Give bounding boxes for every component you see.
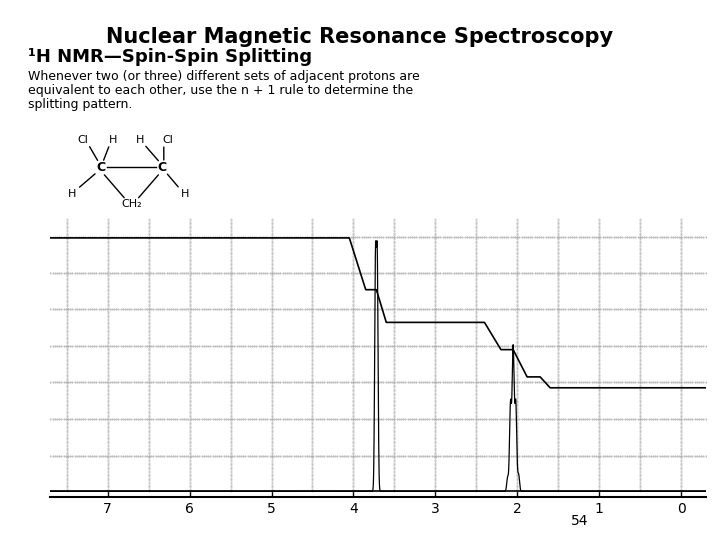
Text: 54: 54 [571,514,589,528]
Text: CH₂: CH₂ [121,199,142,210]
Text: ¹H NMR—Spin-Spin Splitting: ¹H NMR—Spin-Spin Splitting [28,48,312,66]
Text: H: H [109,134,117,145]
Text: C: C [158,161,166,174]
Text: splitting pattern.: splitting pattern. [28,98,132,111]
Text: Nuclear Magnetic Resonance Spectroscopy: Nuclear Magnetic Resonance Spectroscopy [107,27,613,47]
Text: Whenever two (or three) different sets of adjacent protons are: Whenever two (or three) different sets o… [28,70,420,83]
Text: Cl: Cl [162,134,173,145]
Text: C: C [96,161,105,174]
Text: H: H [136,134,145,145]
Text: Cl: Cl [77,134,89,145]
Text: H: H [68,188,76,199]
Text: H: H [181,188,189,199]
Text: equivalent to each other, use the n + 1 rule to determine the: equivalent to each other, use the n + 1 … [28,84,413,97]
